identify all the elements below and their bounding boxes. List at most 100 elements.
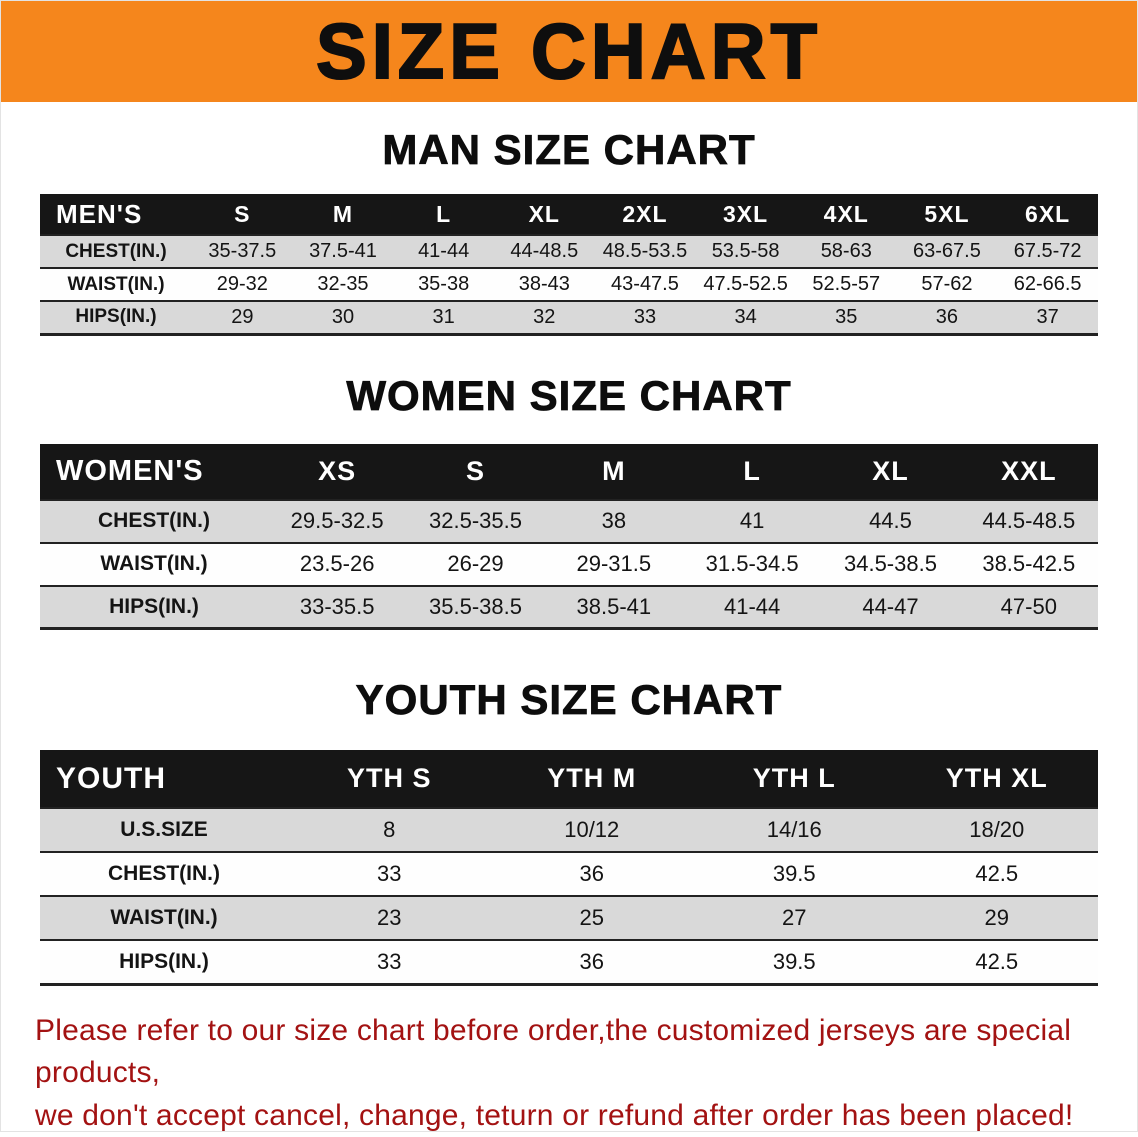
size-header-cell: 4XL [796, 194, 897, 235]
value-cell: 29 [192, 301, 293, 334]
value-cell: 32 [494, 301, 595, 334]
value-cell: 35-37.5 [192, 235, 293, 268]
value-cell: 43-47.5 [595, 268, 696, 301]
youth-section-heading: YOUTH SIZE CHART [1, 676, 1137, 724]
size-header-cell: XS [268, 444, 406, 500]
value-cell: 67.5-72 [997, 235, 1098, 268]
size-header-cell: 2XL [595, 194, 696, 235]
value-cell: 18/20 [896, 808, 1099, 852]
value-cell: 34.5-38.5 [821, 543, 959, 586]
row-label-cell: CHEST(IN.) [40, 235, 192, 268]
row-label-cell: WAIST(IN.) [40, 896, 288, 940]
size-header-cell: XL [821, 444, 959, 500]
notice-line-1: Please refer to our size chart before or… [35, 1010, 1103, 1095]
value-cell: 33 [288, 852, 491, 896]
value-cell: 14/16 [693, 808, 896, 852]
value-cell: 34 [695, 301, 796, 334]
value-cell: 33 [288, 940, 491, 984]
size-header-cell: S [192, 194, 293, 235]
size-header-cell: YTH S [288, 750, 491, 808]
size-header-cell: 3XL [695, 194, 796, 235]
size-header-cell: YTH XL [896, 750, 1099, 808]
value-cell: 37 [997, 301, 1098, 334]
value-cell: 27 [693, 896, 896, 940]
value-cell: 37.5-41 [293, 235, 394, 268]
value-cell: 57-62 [897, 268, 998, 301]
value-cell: 41-44 [683, 586, 821, 629]
size-header-cell: XXL [960, 444, 1098, 500]
row-label-cell: WAIST(IN.) [40, 268, 192, 301]
banner-title: SIZE CHART [316, 12, 822, 90]
value-cell: 31.5-34.5 [683, 543, 821, 586]
row-label-cell: HIPS(IN.) [40, 586, 268, 629]
value-cell: 38.5-41 [545, 586, 683, 629]
value-cell: 53.5-58 [695, 235, 796, 268]
value-cell: 35.5-38.5 [406, 586, 544, 629]
value-cell: 38-43 [494, 268, 595, 301]
value-cell: 48.5-53.5 [595, 235, 696, 268]
value-cell: 47-50 [960, 586, 1098, 629]
row-label-cell: HIPS(IN.) [40, 301, 192, 334]
value-cell: 25 [491, 896, 694, 940]
table-title-cell: MEN'S [40, 194, 192, 235]
value-cell: 32.5-35.5 [406, 500, 544, 543]
value-cell: 44.5 [821, 500, 959, 543]
value-cell: 29.5-32.5 [268, 500, 406, 543]
value-cell: 33-35.5 [268, 586, 406, 629]
value-cell: 39.5 [693, 940, 896, 984]
value-cell: 35 [796, 301, 897, 334]
notice-line-2: we don't accept cancel, change, teturn o… [35, 1095, 1103, 1137]
row-label-cell: CHEST(IN.) [40, 852, 288, 896]
value-cell: 36 [491, 940, 694, 984]
women-section-heading: WOMEN SIZE CHART [1, 372, 1137, 420]
value-cell: 38.5-42.5 [960, 543, 1098, 586]
size-header-cell: S [406, 444, 544, 500]
value-cell: 58-63 [796, 235, 897, 268]
size-header-cell: M [293, 194, 394, 235]
value-cell: 42.5 [896, 940, 1099, 984]
value-cell: 29-32 [192, 268, 293, 301]
banner: SIZE CHART [1, 1, 1137, 102]
value-cell: 38 [545, 500, 683, 543]
value-cell: 33 [595, 301, 696, 334]
row-label-cell: CHEST(IN.) [40, 500, 268, 543]
value-cell: 36 [897, 301, 998, 334]
value-cell: 42.5 [896, 852, 1099, 896]
value-cell: 36 [491, 852, 694, 896]
row-label-cell: WAIST(IN.) [40, 543, 268, 586]
size-header-cell: YTH M [491, 750, 694, 808]
value-cell: 35-38 [393, 268, 494, 301]
value-cell: 41-44 [393, 235, 494, 268]
value-cell: 39.5 [693, 852, 896, 896]
value-cell: 8 [288, 808, 491, 852]
value-cell: 32-35 [293, 268, 394, 301]
row-label-cell: HIPS(IN.) [40, 940, 288, 984]
value-cell: 52.5-57 [796, 268, 897, 301]
value-cell: 63-67.5 [897, 235, 998, 268]
value-cell: 62-66.5 [997, 268, 1098, 301]
size-header-cell: 6XL [997, 194, 1098, 235]
order-notice: Please refer to our size chart before or… [1, 1010, 1137, 1137]
size-header-cell: L [683, 444, 821, 500]
value-cell: 44.5-48.5 [960, 500, 1098, 543]
value-cell: 23 [288, 896, 491, 940]
